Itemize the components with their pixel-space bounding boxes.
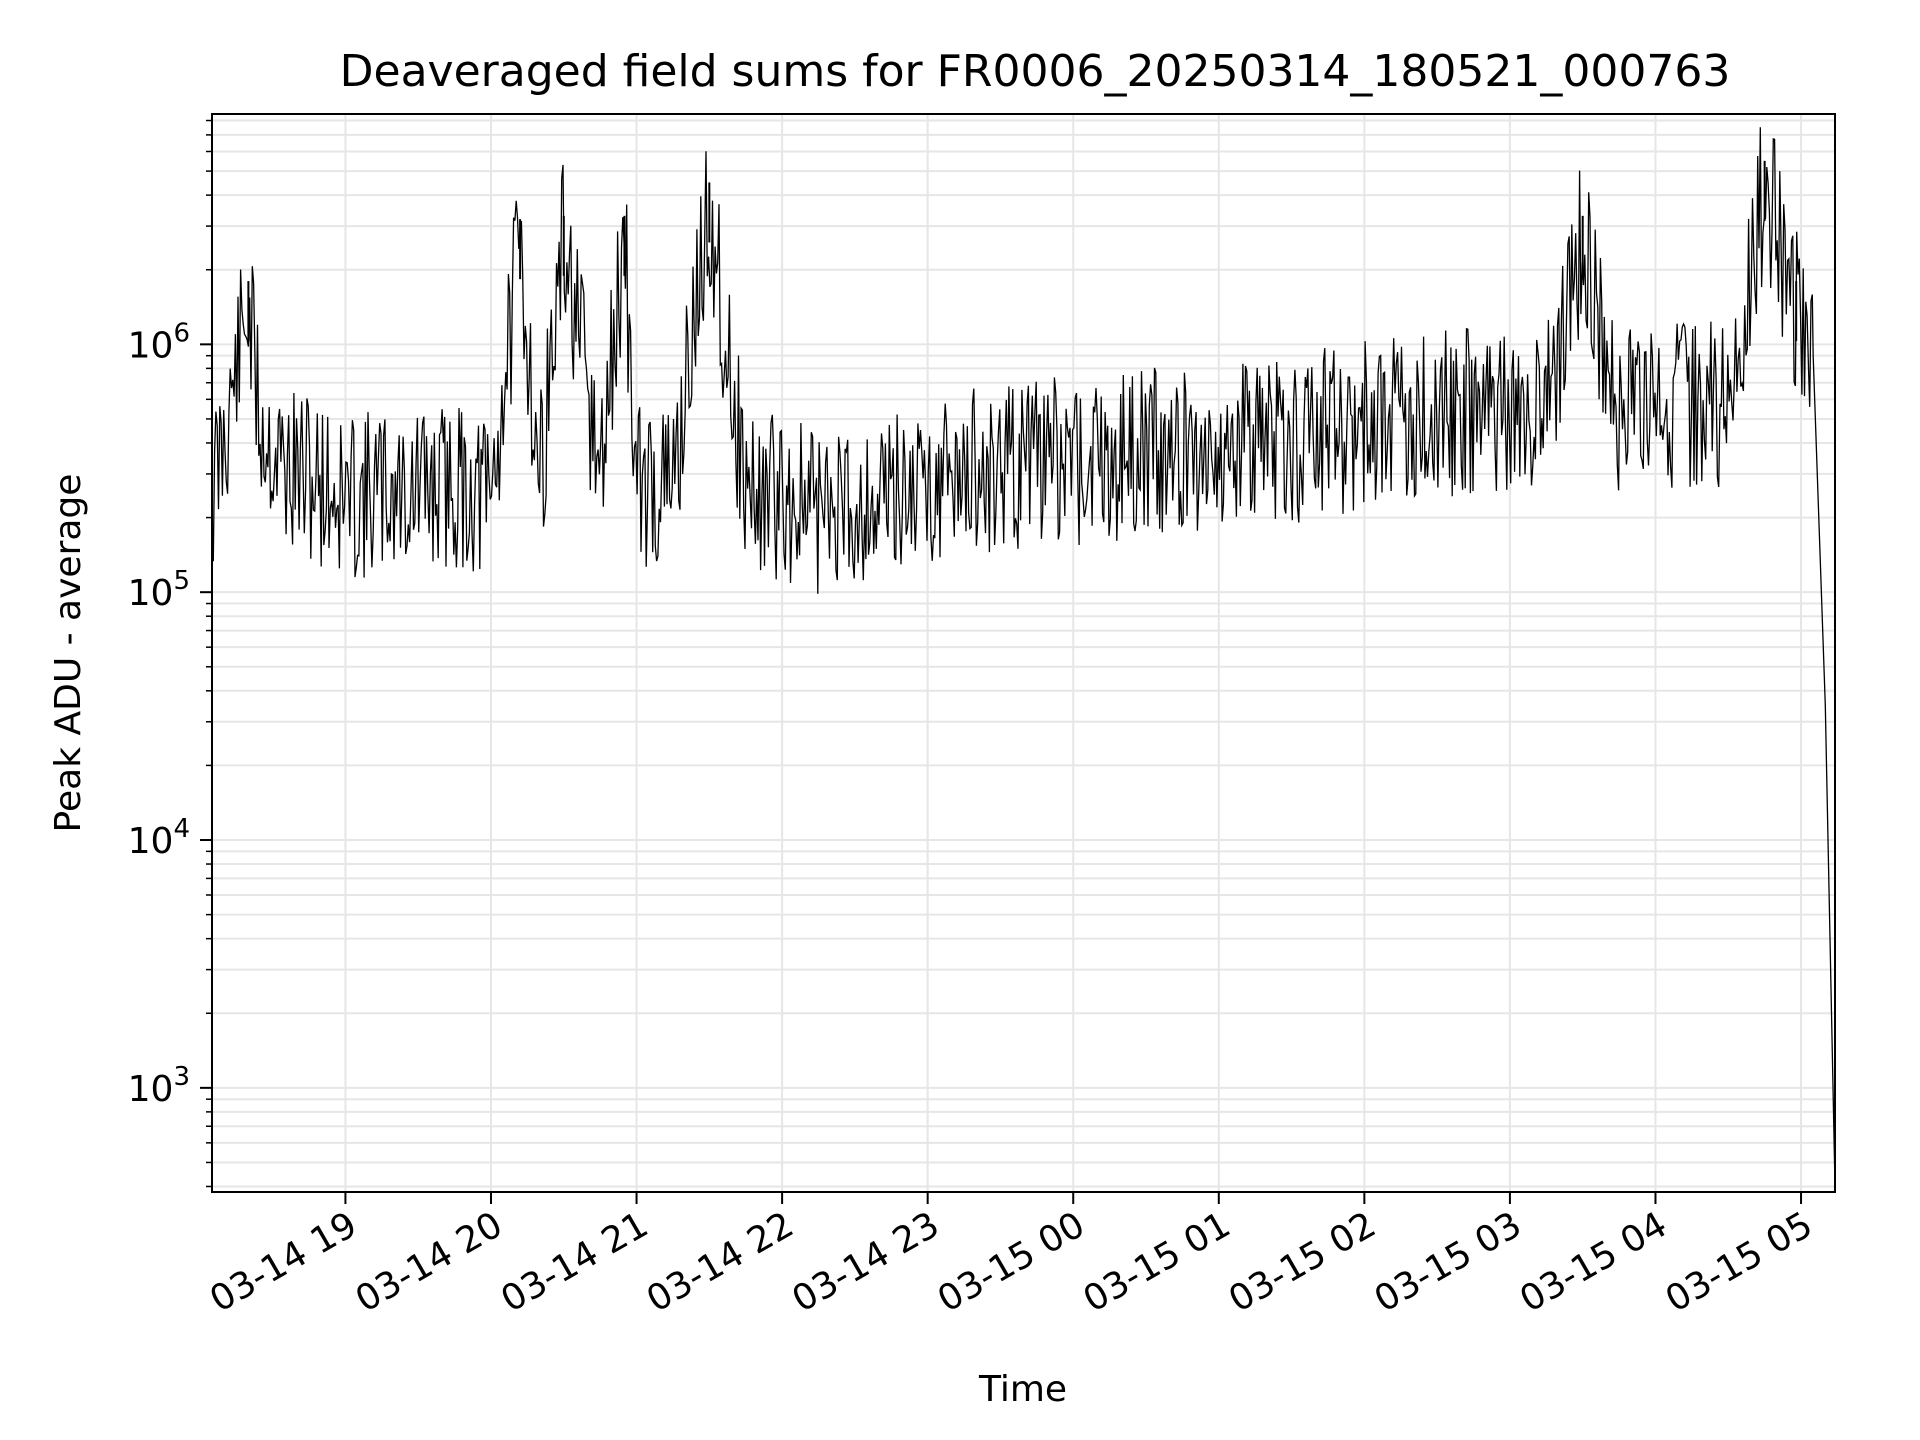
x-tick-label: 03-15 05 (1659, 1204, 1820, 1320)
y-tick-label: 103 (128, 1062, 190, 1110)
x-tick-label: 03-14 20 (349, 1204, 510, 1320)
y-axis: 103 104 105 106 (128, 119, 212, 1188)
y-tick-label: 106 (128, 318, 190, 366)
plot-frame (211, 113, 1836, 1193)
x-tick-label: 03-14 19 (203, 1204, 364, 1320)
x-tick-label: 03-14 22 (640, 1204, 801, 1320)
x-tick-label: 03-15 04 (1513, 1204, 1674, 1320)
grid-lines (212, 114, 1835, 1192)
series-group (211, 127, 1836, 1187)
x-tick-label: 03-15 01 (1077, 1204, 1238, 1320)
y-axis-label: Peak ADU - average (48, 474, 89, 833)
x-tick-label: 03-15 00 (931, 1204, 1092, 1320)
x-tick-label: 03-14 21 (494, 1204, 655, 1320)
x-tick-label: 03-15 02 (1222, 1204, 1383, 1320)
series-line (211, 127, 1836, 1187)
chart-title: Deaveraged field sums for FR0006_2025031… (340, 46, 1731, 97)
x-axis-label: Time (978, 1369, 1067, 1410)
x-tick-label: 03-15 03 (1368, 1204, 1529, 1320)
y-tick-label: 105 (128, 566, 190, 614)
x-tick-label: 03-14 23 (785, 1204, 946, 1320)
y-tick-label: 104 (128, 814, 190, 862)
